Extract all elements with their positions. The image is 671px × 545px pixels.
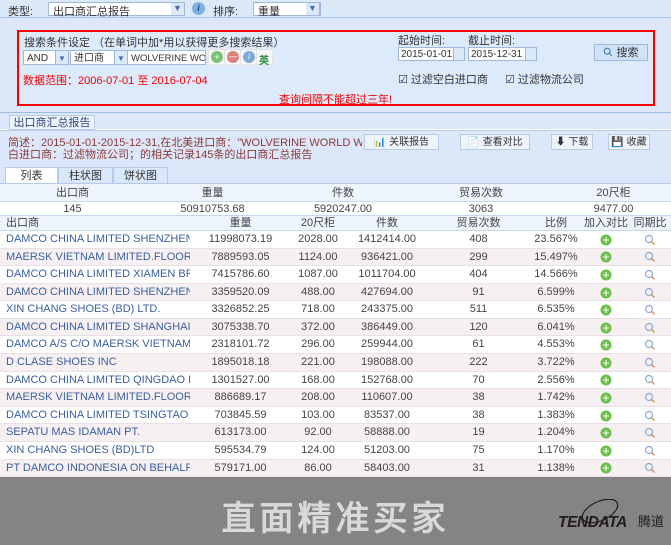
svg-text:腾道: 腾道 <box>638 514 664 529</box>
svg-text:TENDATA: TENDATA <box>558 514 627 531</box>
